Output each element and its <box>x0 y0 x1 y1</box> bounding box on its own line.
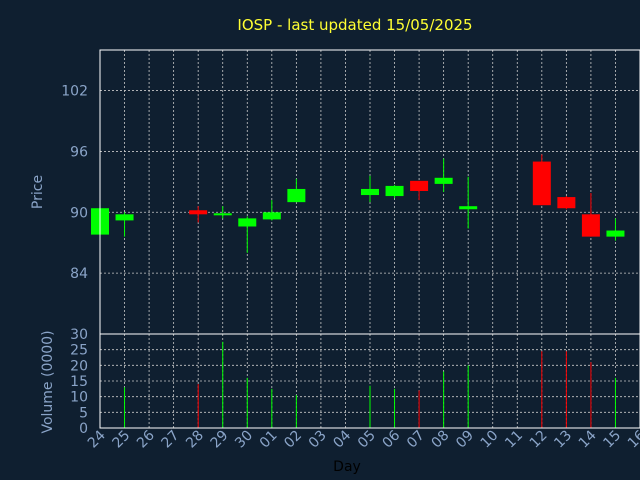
candle-body <box>434 177 453 184</box>
volume-axis-label: Volume (0000) <box>40 330 56 433</box>
volume-bars <box>124 341 616 428</box>
candle-body <box>410 180 429 191</box>
candle-body <box>262 212 281 220</box>
chart-title: IOSP - last updated 15/05/2025 <box>237 16 472 34</box>
candle-body <box>189 210 208 215</box>
volume-panel-frame <box>99 333 640 429</box>
price-tick-label: 90 <box>70 205 88 221</box>
price-y-ticks: 84 90 96 102 <box>61 84 88 283</box>
candle-body <box>115 214 134 221</box>
volume-tick-label: 15 <box>70 374 88 390</box>
volume-tick-label: 0 <box>79 421 88 437</box>
candle-body <box>213 213 232 216</box>
volume-tick-label: 5 <box>79 405 88 421</box>
volume-tick-label: 10 <box>70 390 88 406</box>
price-tick-label: 102 <box>61 84 88 100</box>
candle-body <box>238 218 257 227</box>
price-tick-label: 84 <box>70 266 88 282</box>
candle-body <box>581 214 600 237</box>
candle-body <box>385 185 404 197</box>
candle-body <box>287 188 306 203</box>
candle-body <box>361 188 379 196</box>
volume-tick-label: 30 <box>70 327 88 343</box>
candle-body <box>557 197 576 209</box>
volume-tick-label: 25 <box>70 343 88 359</box>
price-candles <box>91 154 625 253</box>
price-axis-label: Price <box>30 175 46 209</box>
day-axis-label: Day <box>333 459 361 475</box>
panel-frames <box>99 49 640 429</box>
volume-tick-label: 20 <box>70 358 88 374</box>
candle-body <box>459 206 478 210</box>
candle-body <box>532 161 551 206</box>
candle-body <box>606 230 625 237</box>
price-tick-label: 96 <box>70 144 88 160</box>
